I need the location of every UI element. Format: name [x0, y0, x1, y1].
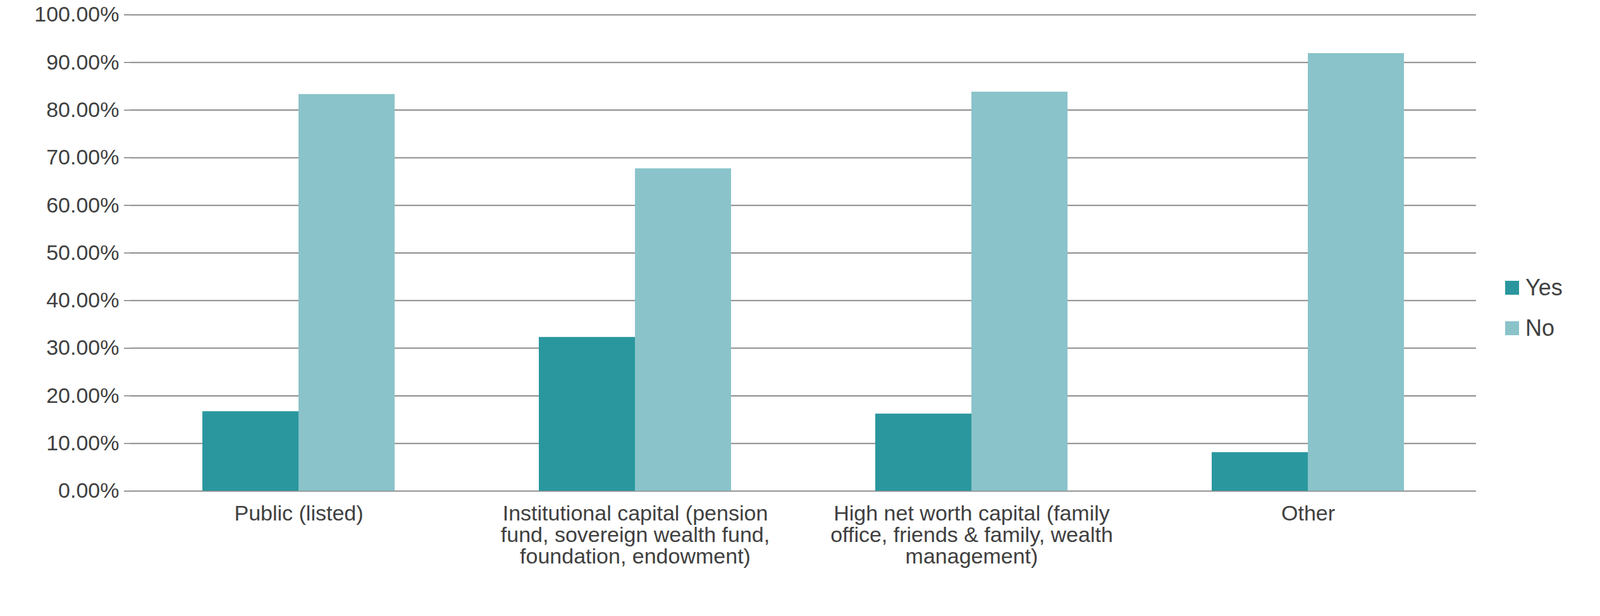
- svg-text:90.00%: 90.00%: [46, 49, 119, 74]
- html-text:No: No: [1525, 314, 1555, 341]
- svg-text:Other: Other: [1281, 500, 1336, 525]
- svg-text:40.00%: 40.00%: [46, 287, 119, 312]
- svg-text:Institutional capital (pension: Institutional capital (pensionfund, sove…: [500, 500, 770, 568]
- svg-text:30.00%: 30.00%: [46, 335, 119, 360]
- svg-text:10.00%: 10.00%: [46, 430, 119, 455]
- svg-text:70.00%: 70.00%: [46, 144, 119, 169]
- svg-text:60.00%: 60.00%: [46, 192, 119, 217]
- svg-text:20.00%: 20.00%: [46, 383, 119, 408]
- svg-text:High net worth capital (family: High net worth capital (familyoffice, fr…: [830, 500, 1114, 568]
- svg-text:50.00%: 50.00%: [46, 240, 119, 265]
- svg-text:80.00%: 80.00%: [46, 97, 119, 122]
- html-text:Yes: Yes: [1525, 274, 1563, 301]
- svg-text:Public (listed): Public (listed): [233, 500, 364, 525]
- svg-text:100.00%: 100.00%: [34, 1, 119, 26]
- svg-text:0.00%: 0.00%: [58, 478, 119, 503]
